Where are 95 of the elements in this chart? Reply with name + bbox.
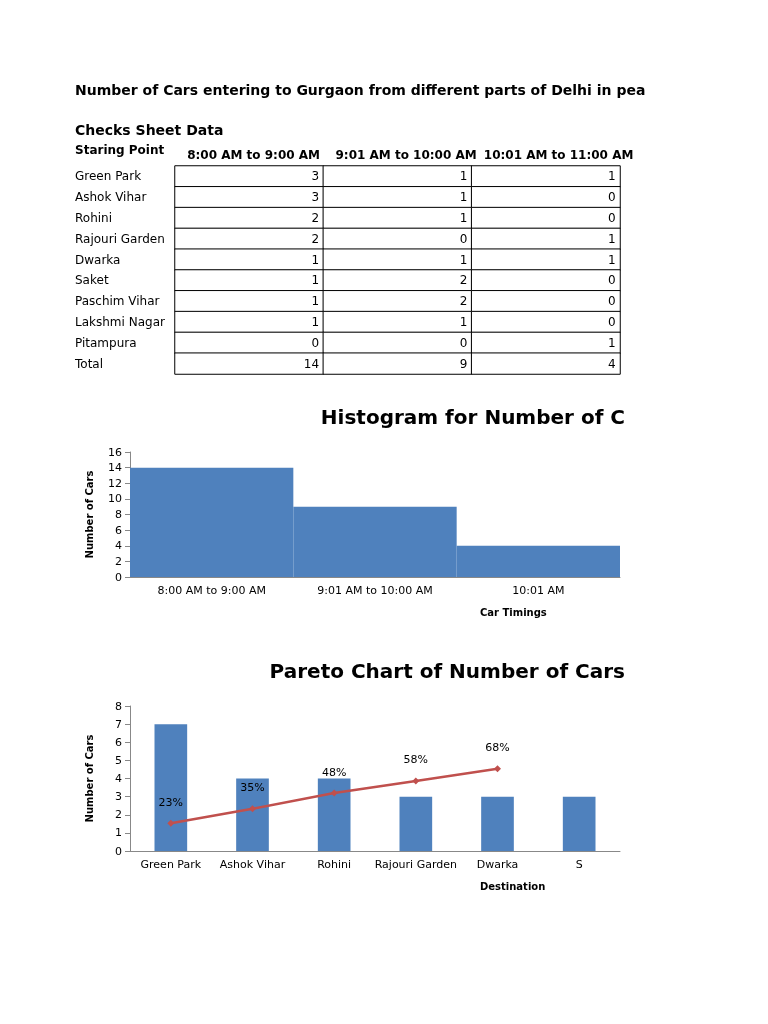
chart-subtitle: Checks Sheet Data [75, 122, 224, 138]
y-tick-label: Rajouri Garden [75, 231, 165, 246]
bar [317, 778, 351, 851]
data-label: 0 [459, 231, 468, 246]
data-label: 1 [608, 335, 616, 350]
data-label: 3 [311, 190, 320, 205]
chart-title: Number of Cars entering to Gurgaon from different parts of Delhi in pea [75, 82, 646, 98]
x-tick-label: 8:00 AM to 9:00 AM [187, 148, 321, 162]
y-tick-label: 8 [115, 508, 122, 521]
data-label: 1 [311, 294, 320, 309]
data-label: 1 [311, 273, 320, 288]
data-label: 48% [321, 765, 347, 779]
data-label: 0 [608, 190, 616, 205]
x-tick-label: 10:01 AM to 11:00 AM [483, 148, 634, 162]
chart-title: Histogram for Number of C [320, 405, 625, 429]
data-label: 0 [608, 273, 616, 288]
y-tick-label: 5 [115, 753, 122, 767]
data-label: 14 [303, 356, 320, 371]
y-tick-label: 8 [115, 699, 122, 713]
data-label: 0 [608, 211, 616, 225]
y-axis-title: Number of Cars [83, 734, 95, 823]
data-label: 1 [311, 315, 320, 329]
data-label: 2 [459, 273, 468, 288]
point [330, 789, 338, 797]
y-tick-label: 3 [115, 790, 122, 804]
data-label: 1 [459, 169, 468, 184]
point [412, 777, 420, 785]
data-label: 23% [158, 795, 184, 809]
data-label: 58% [403, 753, 429, 767]
x-tick-label: Ashok Vihar [219, 858, 286, 871]
x-tick-label: 10:01 AM [512, 584, 565, 597]
y-tick-label: 4 [115, 539, 122, 553]
data-label: 35% [240, 781, 265, 795]
bar [399, 796, 433, 851]
data-label: 3 [311, 169, 320, 184]
data-label: 2 [459, 294, 468, 309]
data-label: 1 [459, 315, 468, 329]
y-tick-label: Paschim Vihar [75, 294, 160, 309]
x-tick-label: Rohini [317, 858, 352, 871]
data-label: 0 [459, 335, 468, 350]
y-tick-label: 12 [108, 476, 122, 490]
y-tick-label: Saket [75, 273, 109, 288]
data-label: 9 [459, 356, 468, 371]
data-label: 1 [608, 231, 616, 246]
data-label: 1 [608, 169, 616, 184]
data-label: 1 [311, 252, 320, 267]
chart-title: Pareto Chart of Number of Cars [269, 659, 625, 683]
y-tick-label: 10 [108, 492, 122, 506]
y-tick-label: 14 [108, 461, 122, 475]
y-axis-title: Staring Point [75, 143, 165, 157]
x-tick-label: Dwarka [476, 858, 519, 871]
bar [154, 724, 188, 851]
point [494, 765, 501, 773]
data-label: 2 [311, 231, 320, 246]
y-tick-label: 6 [115, 735, 122, 749]
bar [562, 796, 596, 851]
y-tick-label: 4 [115, 772, 122, 785]
data-label: 0 [311, 335, 320, 350]
data-label: 2 [311, 211, 320, 225]
point [249, 805, 256, 813]
y-tick-label: Green Park [75, 169, 142, 184]
y-tick-label: 1 [115, 826, 122, 840]
x-tick-label: 9:01 AM to 10:00 AM [317, 584, 433, 597]
data-label: 68% [485, 741, 510, 755]
y-tick-label: 6 [115, 523, 122, 537]
y-tick-label: 7 [115, 717, 122, 731]
data-label: 1 [459, 190, 468, 205]
x-tick-label: S [575, 858, 583, 871]
x-axis-title: Destination [480, 880, 546, 892]
y-tick-label: Rohini [75, 211, 113, 225]
y-tick-label: 16 [108, 445, 122, 459]
x-tick-label: Green Park [140, 858, 202, 871]
y-tick-label: Lakshmi Nagar [75, 315, 165, 329]
x-tick-label: 9:01 AM to 10:00 AM [335, 148, 477, 162]
bar [236, 778, 269, 851]
data-label: 1 [459, 252, 468, 267]
y-tick-label: Dwarka [75, 252, 121, 267]
y-tick-label: 2 [115, 554, 122, 568]
x-axis-title: Car Timings [480, 606, 547, 618]
x-tick-label: Rajouri Garden [374, 858, 457, 871]
y-axis-title: Number of Cars [83, 470, 95, 559]
point [167, 819, 175, 827]
bar [481, 796, 514, 851]
y-tick-label: 0 [115, 570, 122, 584]
data-label: 1 [459, 211, 468, 225]
y-tick-label: Ashok Vihar [75, 190, 147, 205]
y-tick-label: 2 [115, 808, 122, 822]
data-label: 4 [608, 356, 616, 371]
data-label: 0 [608, 315, 616, 329]
x-tick-label: 8:00 AM to 9:00 AM [157, 584, 266, 597]
data-label: 0 [608, 294, 616, 309]
y-tick-label: Total [74, 356, 104, 371]
data-label: 1 [608, 252, 616, 267]
y-tick-label: Pitampura [75, 335, 137, 350]
y-tick-label: 0 [115, 844, 122, 858]
